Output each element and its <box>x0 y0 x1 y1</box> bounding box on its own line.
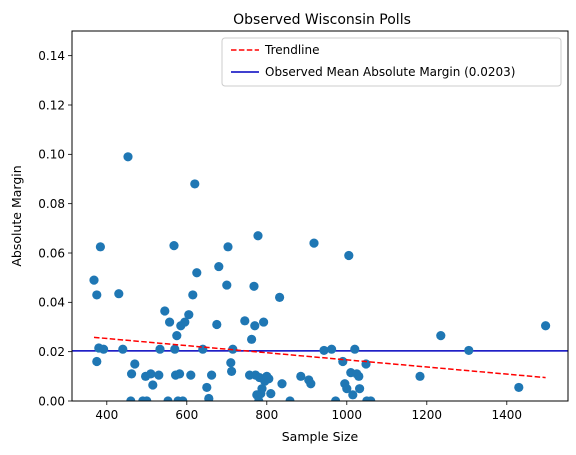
scatter-point <box>163 396 173 401</box>
scatter-point <box>180 317 190 327</box>
scatter-point <box>275 292 285 302</box>
x-tick-label: 1200 <box>412 408 443 422</box>
scatter-point <box>146 369 156 379</box>
scatter-point <box>186 370 196 380</box>
legend-mean-label: Observed Mean Absolute Margin (0.0203) <box>265 65 515 79</box>
scatter-point <box>155 344 165 354</box>
scatter-point <box>175 369 185 379</box>
plot-frame <box>71 30 569 402</box>
x-tick-label: 400 <box>95 408 118 422</box>
scatter-point <box>190 179 200 189</box>
scatter-point <box>148 380 158 390</box>
scatter-point <box>306 379 316 389</box>
scatter-point <box>89 275 99 285</box>
scatter-point <box>250 321 260 331</box>
legend: Trendline Observed Mean Absolute Margin … <box>221 37 562 87</box>
x-axis: 400 600 800 1000 1200 1400 <box>95 401 522 422</box>
scatter-point <box>127 369 137 379</box>
scatter-point <box>207 370 217 380</box>
x-tick-label: 1400 <box>492 408 523 422</box>
scatter-point <box>227 366 237 376</box>
scatter-point <box>198 344 208 354</box>
x-tick-label: 800 <box>255 408 278 422</box>
scatter-point <box>342 384 352 394</box>
scatter-point <box>212 319 222 330</box>
y-tick-label: 0.10 <box>38 148 65 162</box>
y-axis-label: Absolute Margin <box>9 165 24 266</box>
scatter-point <box>226 358 236 368</box>
scatter-point <box>253 231 263 241</box>
scatter-point <box>172 331 182 341</box>
scatter-point <box>222 280 232 290</box>
y-axis: 0.00 0.02 0.04 0.06 0.08 0.10 0.12 0.14 <box>38 49 72 408</box>
scatter-point <box>92 356 102 367</box>
scatter-point <box>214 261 224 272</box>
scatter-point <box>266 389 276 399</box>
scatter-point <box>350 344 360 354</box>
scatter-point <box>415 371 425 381</box>
scatter-point <box>355 384 365 394</box>
scatter-point <box>338 356 348 367</box>
scatter-point <box>541 321 551 331</box>
scatter-point <box>277 379 287 389</box>
legend-trendline-label: Trendline <box>264 43 320 57</box>
scatter-point <box>344 250 354 261</box>
scatter-point <box>178 396 188 401</box>
scatter-point <box>92 290 102 300</box>
scatter-point <box>188 290 198 300</box>
scatter-point <box>130 359 140 369</box>
scatter-point <box>154 370 164 380</box>
scatter-point <box>319 345 329 356</box>
scatter-point <box>223 242 233 252</box>
y-tick-label: 0.00 <box>38 394 65 408</box>
scatter-point <box>184 310 194 320</box>
scatter-point <box>126 396 136 401</box>
scatter-point <box>192 268 202 278</box>
scatter-point <box>327 344 337 354</box>
scatter-point <box>259 317 269 327</box>
scatter-point <box>249 281 259 291</box>
scatter-point <box>202 382 212 393</box>
scatter-point <box>366 396 376 401</box>
scatter-point <box>204 393 214 401</box>
scatter-point <box>142 396 152 401</box>
y-tick-label: 0.04 <box>38 296 65 310</box>
scatter-point <box>257 384 267 394</box>
scatter-point <box>285 396 295 401</box>
scatter-point <box>99 344 109 354</box>
scatter-point <box>169 241 179 251</box>
scatter-point <box>118 344 128 354</box>
scatter-point <box>170 344 180 354</box>
scatter-point <box>514 382 524 393</box>
scatter-point <box>331 396 341 401</box>
scatter-point <box>436 331 446 341</box>
scatter-point <box>247 334 257 344</box>
scatter-point <box>348 390 358 400</box>
y-tick-label: 0.06 <box>38 246 65 260</box>
y-tick-label: 0.08 <box>38 197 65 211</box>
scatter-point <box>165 317 175 327</box>
trendline <box>93 336 546 379</box>
y-tick-label: 0.14 <box>38 49 65 63</box>
legend-box <box>221 37 562 87</box>
scatter-point <box>464 345 474 356</box>
x-tick-label: 1000 <box>332 408 363 422</box>
scatter-point <box>114 289 124 299</box>
scatter-point <box>309 238 319 248</box>
scatter-point <box>296 371 306 381</box>
y-tick-label: 0.12 <box>38 98 65 112</box>
scatter-point <box>160 306 170 316</box>
scatter-point <box>240 316 250 326</box>
x-axis-label: Sample Size <box>282 429 359 444</box>
scatter-point <box>354 371 364 381</box>
scatter-point <box>123 152 133 162</box>
chart-title: Observed Wisconsin Polls <box>233 12 411 28</box>
y-tick-label: 0.02 <box>38 345 65 359</box>
x-tick-label: 600 <box>175 408 198 422</box>
scatter-point <box>264 374 274 384</box>
scatter-point <box>95 242 105 252</box>
